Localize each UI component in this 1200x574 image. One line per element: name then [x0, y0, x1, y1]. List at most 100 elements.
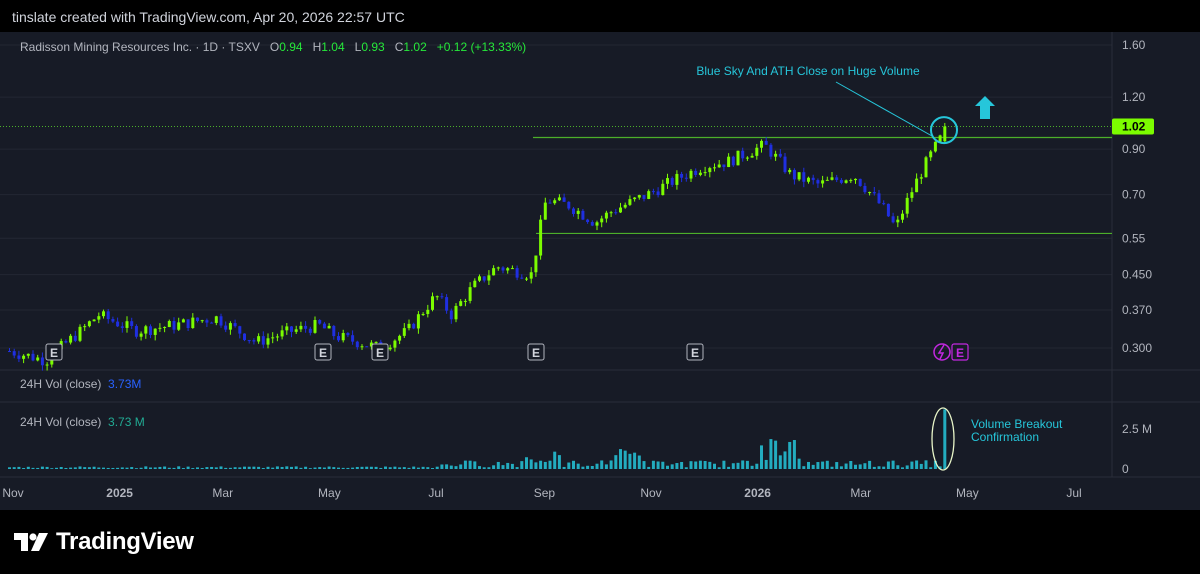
earnings-marker-upcoming	[951, 343, 969, 361]
candle-body	[849, 180, 853, 182]
volume-bar	[435, 466, 439, 469]
volume-bar	[609, 460, 613, 469]
volume-bar	[708, 461, 712, 469]
volume-bar	[318, 467, 322, 469]
volume-legend-collapsed[interactable]: 24H Vol (close) 3.73M	[20, 377, 141, 391]
candle-body	[708, 168, 712, 173]
volume-tick-label: 2.5 M	[1122, 422, 1152, 436]
volume-bar	[200, 467, 204, 469]
volume-bar	[64, 467, 68, 469]
volume-bar	[247, 466, 251, 469]
candle-body	[153, 328, 157, 335]
candle-body	[12, 351, 16, 356]
volume-bar	[510, 463, 514, 469]
candle-body	[515, 268, 519, 278]
volume-bar	[835, 462, 839, 469]
time-tick-label: Mar	[850, 486, 871, 500]
volume-bar	[374, 466, 378, 469]
volume-bar	[445, 464, 449, 469]
candle-body	[228, 323, 232, 330]
volume-bar	[938, 466, 942, 469]
volume-bar	[17, 466, 21, 469]
time-tick-label: 2025	[106, 486, 133, 500]
volume-bar	[553, 451, 557, 469]
volume-bar	[755, 463, 759, 469]
candle-body	[656, 191, 660, 196]
volume-bar	[713, 463, 717, 469]
volume-bar	[666, 465, 670, 469]
candle-body	[257, 336, 261, 342]
candle-body	[572, 208, 576, 214]
volume-bar	[332, 467, 336, 469]
volume-bar	[886, 461, 890, 469]
candle-body	[238, 326, 242, 334]
candle-body	[835, 177, 839, 181]
open-value: 0.94	[279, 40, 303, 54]
volume-bar	[919, 463, 923, 469]
earnings-marker-label: E	[50, 346, 58, 360]
symbol-name[interactable]: Radisson Mining Resources Inc. · 1D · TS…	[20, 40, 260, 54]
volume-bar	[224, 467, 228, 469]
candle-body	[388, 347, 392, 350]
volume-bar	[572, 460, 576, 469]
volume-bar	[78, 466, 82, 469]
candle-body	[713, 167, 717, 169]
volume-bar	[40, 466, 44, 469]
time-tick-label: 2026	[744, 486, 771, 500]
candle-body	[557, 197, 561, 201]
candle-body	[478, 276, 482, 281]
earnings-marker	[371, 343, 389, 361]
candle-body	[745, 157, 749, 159]
volume-bar	[69, 467, 73, 469]
created-caption: tinslate created with TradingView.com, A…	[12, 9, 405, 25]
candle-body	[882, 203, 886, 205]
volume-bar	[807, 461, 811, 469]
volume-bar	[478, 466, 482, 469]
volume-bar	[736, 462, 740, 469]
candle-body	[694, 170, 698, 175]
candle-body	[449, 310, 453, 320]
current-price-tag	[1112, 118, 1154, 135]
volume-bar	[661, 461, 665, 469]
volume-legend[interactable]: 24H Vol (close) 3.73 M	[20, 415, 145, 429]
flash-icon	[933, 343, 951, 361]
volume-bar	[548, 460, 552, 469]
tradingview-logo[interactable]: TradingView	[14, 528, 194, 556]
candle-body	[567, 201, 571, 209]
volume-bar	[628, 453, 632, 469]
candle-body	[473, 280, 477, 288]
time-tick-label: Mar	[212, 486, 233, 500]
candle-body	[886, 203, 890, 217]
candle-body	[120, 326, 124, 328]
volume-bar	[172, 467, 176, 469]
candle-body	[214, 316, 218, 323]
candle-body	[487, 275, 491, 281]
volume-bar	[416, 467, 420, 469]
candle-body	[247, 340, 251, 342]
volume-bar	[238, 467, 242, 469]
volume-bar	[637, 455, 641, 469]
volume-bar	[384, 466, 388, 469]
candle-body	[821, 180, 825, 184]
candle-body	[825, 179, 829, 181]
candle-body	[896, 219, 900, 223]
volume-bar	[26, 466, 30, 469]
candle-body	[111, 319, 115, 322]
candle-body	[642, 195, 646, 199]
earnings-marker-upcoming-label: E	[956, 346, 964, 360]
volume-bar	[280, 466, 284, 469]
volume-bar	[31, 467, 35, 469]
chart-svg[interactable]: E E E E E E Blue Sky And ATH Close on Huge Vol…	[0, 32, 1200, 510]
volume-bar	[882, 466, 886, 469]
candle-body	[858, 178, 862, 186]
volume-bar	[792, 440, 796, 469]
candle-body	[158, 327, 162, 329]
candle-body	[22, 355, 26, 359]
chart-panel[interactable]: E E E E E E Blue Sky And ATH Close on Huge Vol…	[0, 32, 1200, 510]
volume-bar	[901, 467, 905, 469]
candle-body	[431, 296, 435, 310]
volume-bar	[379, 467, 383, 469]
current-price-label: 1.02	[1122, 119, 1146, 133]
volume-bar	[778, 455, 782, 469]
symbol-legend[interactable]: Radisson Mining Resources Inc. · 1D · TS…	[20, 40, 526, 54]
